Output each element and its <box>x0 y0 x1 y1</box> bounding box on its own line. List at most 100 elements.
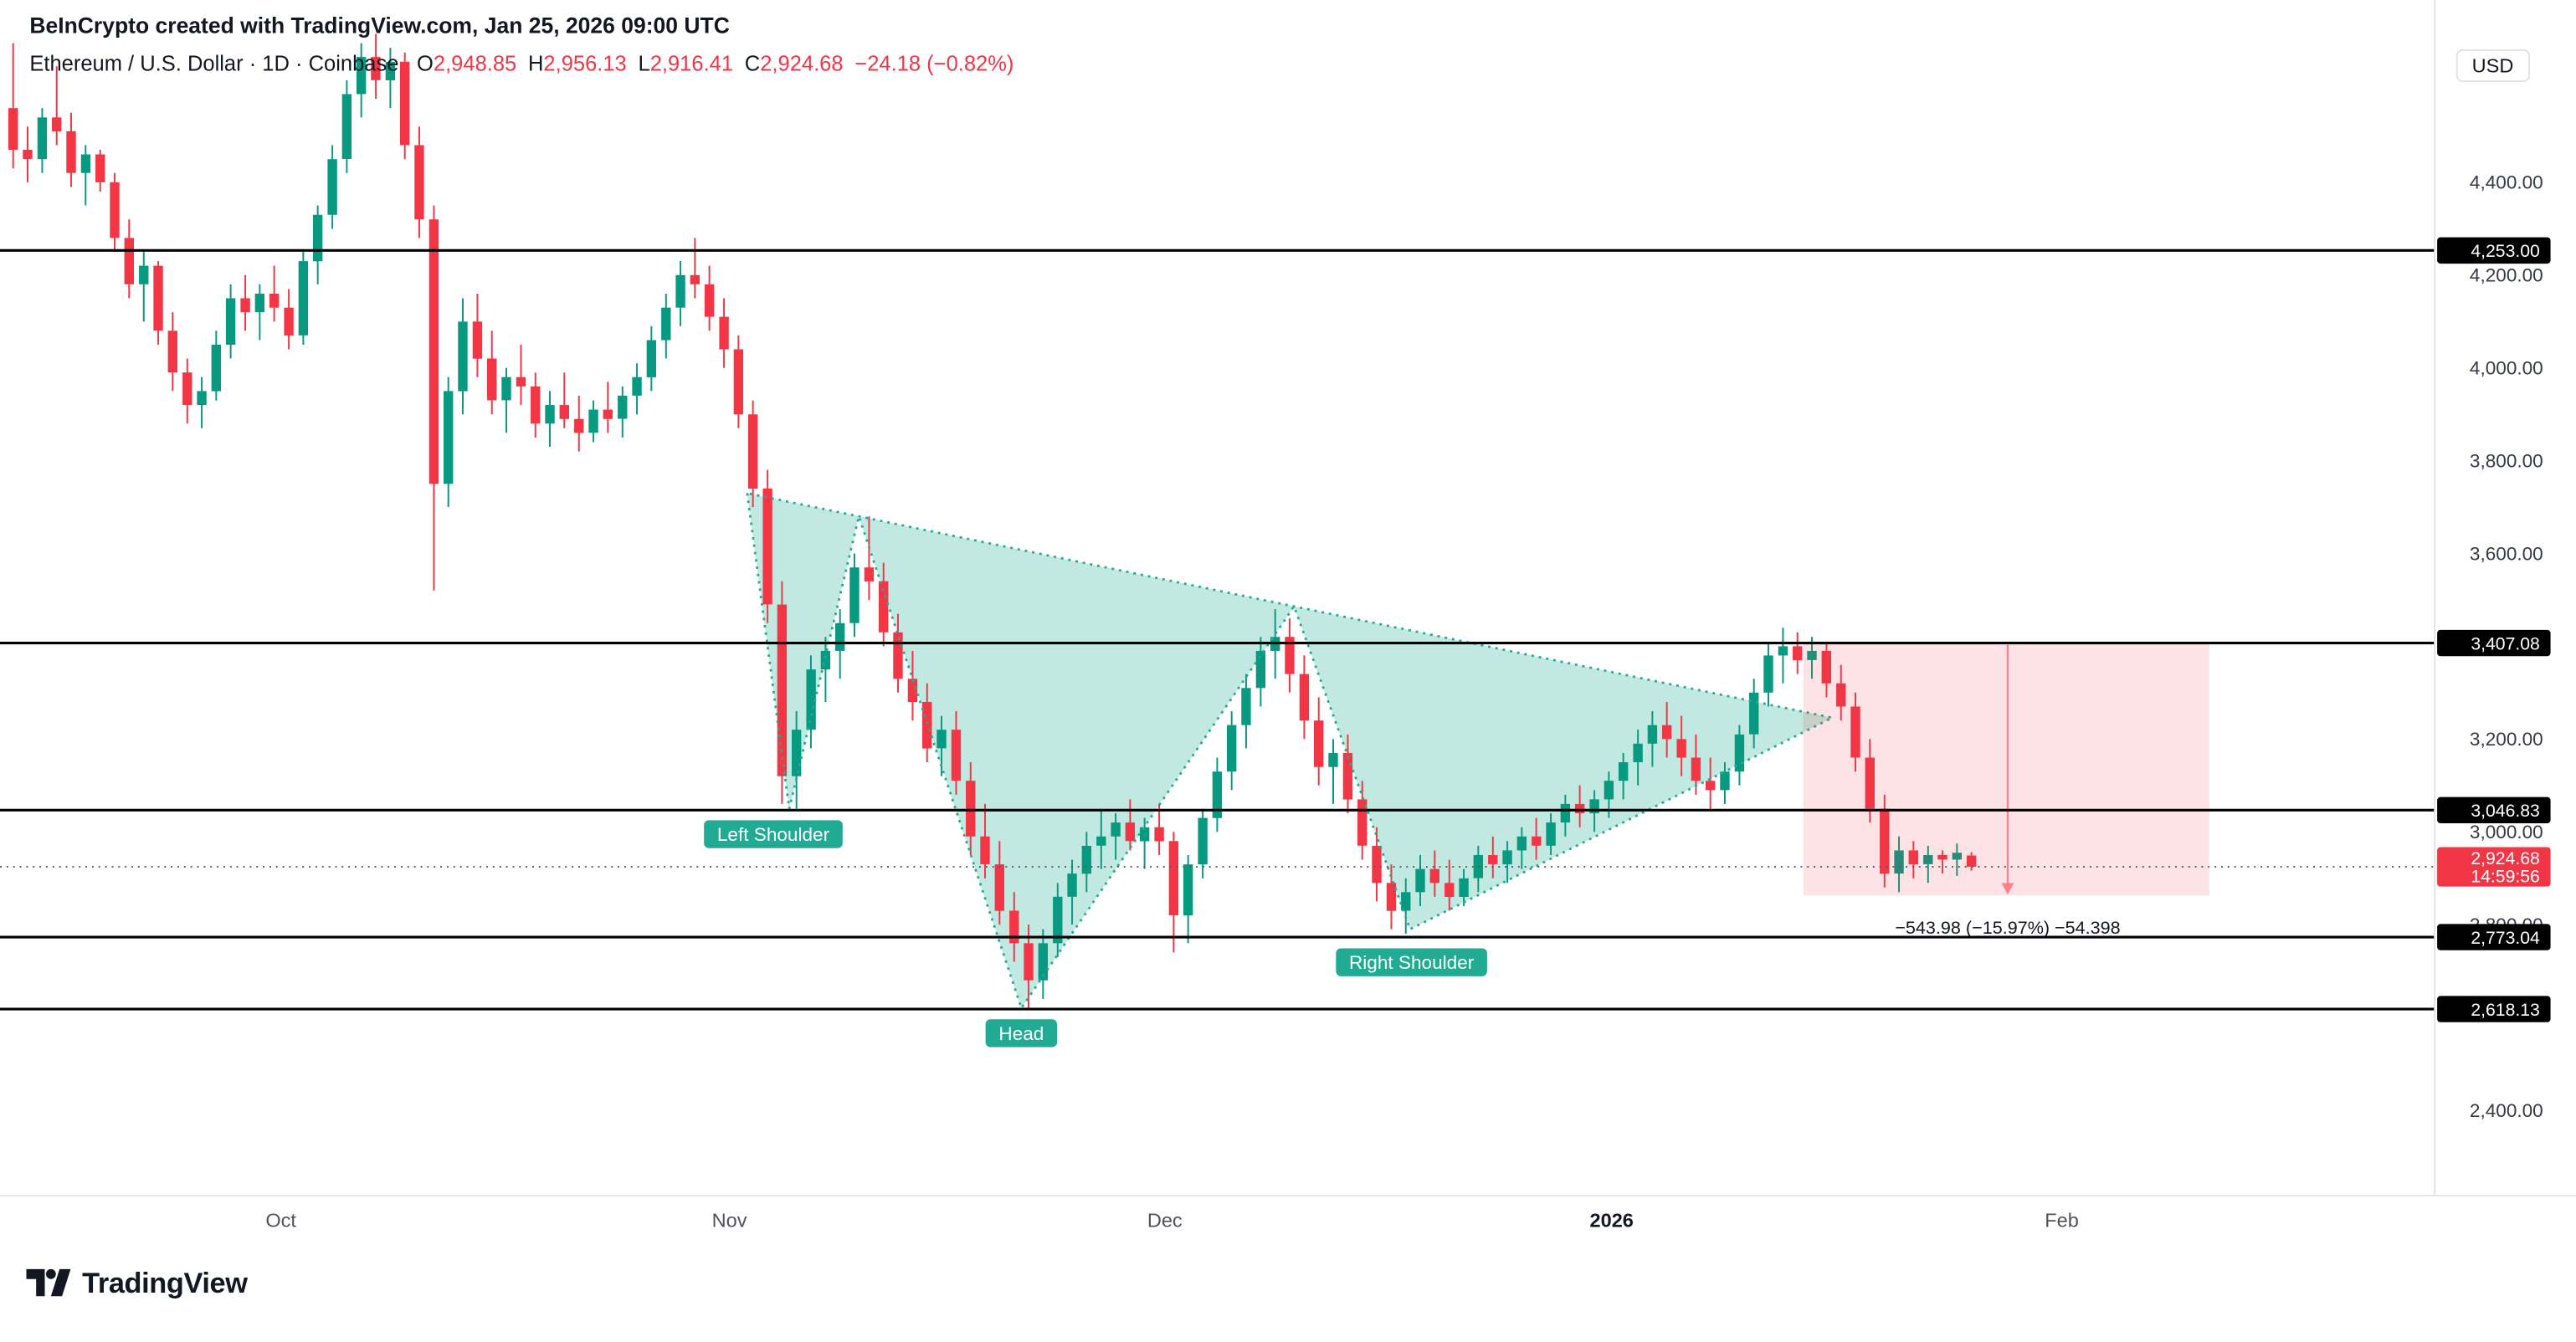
candle-body <box>879 581 889 633</box>
candle-body <box>1096 836 1106 846</box>
candle-body <box>95 154 105 182</box>
candle-body <box>1604 781 1614 800</box>
pattern-label-text: Head <box>998 1023 1044 1044</box>
credit-line: BeInCrypto created with TradingView.com,… <box>29 13 730 38</box>
level-price-label <box>2437 796 2551 824</box>
candle-body <box>1502 850 1512 865</box>
time-axis-label: 2026 <box>1590 1209 1634 1231</box>
pattern-label[interactable]: Head <box>985 1019 1058 1047</box>
candle-body <box>1676 739 1686 758</box>
candle-body <box>1894 850 1904 874</box>
candle-body <box>444 391 454 484</box>
level-price-label <box>2437 996 2551 1022</box>
pattern-label-bg <box>1336 948 1487 976</box>
currency-toggle[interactable]: USD <box>2455 49 2531 83</box>
candle-body <box>632 376 642 396</box>
candle-body <box>458 321 468 392</box>
candle-body <box>1401 892 1411 911</box>
candle-body <box>820 650 831 670</box>
candle-body <box>1255 650 1266 689</box>
candle-body <box>487 358 497 401</box>
candle-body <box>1850 706 1860 758</box>
candle-body <box>1908 850 1919 865</box>
pattern-label-text: Right Shoulder <box>1349 952 1475 973</box>
candle-body <box>1734 734 1745 772</box>
symbol-title[interactable]: Ethereum / U.S. Dollar · 1D · Coinbase <box>29 50 399 76</box>
candle-body <box>240 298 250 313</box>
candle-body <box>966 781 976 837</box>
pattern-label[interactable]: Right Shoulder <box>1336 948 1487 976</box>
open-value: 2,948.85 <box>433 50 517 76</box>
candle-body <box>559 405 569 419</box>
candle-body <box>1807 650 1817 660</box>
last-price-label <box>2437 847 2551 887</box>
candle-body <box>428 219 439 484</box>
level-price-text: 3,407.08 <box>2471 634 2539 653</box>
tradingview-logo-icon <box>26 1268 71 1297</box>
candle-body <box>1574 803 1585 814</box>
tradingview-link[interactable]: TradingView <box>26 1265 248 1301</box>
high-label: H <box>527 50 544 76</box>
candle-body <box>907 679 918 702</box>
candle-body <box>1183 864 1193 916</box>
candle-body <box>777 604 788 776</box>
candle-body <box>1560 803 1571 823</box>
candle-body <box>1198 817 1208 865</box>
price-axis[interactable]: 4,400.00 4,200.00 4,000.00 3,800.00 3,600.00… <box>2437 172 2551 1121</box>
time-axis-label: Dec <box>1147 1209 1183 1231</box>
candle-body <box>1067 873 1077 897</box>
candle-body <box>864 567 875 581</box>
candle-body <box>1880 808 1890 874</box>
candle-body <box>1445 883 1455 897</box>
candle-body <box>588 409 598 433</box>
candlestick-series <box>8 33 1977 1008</box>
candle-body <box>1952 853 1963 860</box>
time-axis[interactable]: Oct Nov Dec 2026 Feb <box>265 1209 2079 1231</box>
candle-body <box>385 61 396 80</box>
candle-body <box>1821 650 1831 684</box>
level-price-text: 3,046.83 <box>2471 802 2539 821</box>
candle-body <box>618 395 628 419</box>
candle-body <box>1516 836 1527 851</box>
candle-body <box>1386 883 1397 911</box>
head-and-shoulders-outline[interactable] <box>746 491 1836 1011</box>
candle-body <box>1314 720 1324 767</box>
candle-body <box>545 405 555 424</box>
candle-body <box>254 293 265 313</box>
pattern-label-text: Left Shoulder <box>717 824 830 845</box>
candle-body <box>1647 725 1658 744</box>
price-tick-label: 4,400.00 <box>2470 172 2543 193</box>
change-value: −24.18 (−0.82%) <box>854 50 1014 76</box>
candle-body <box>747 414 758 489</box>
candle-body <box>791 730 802 776</box>
price-tick-label: 3,000.00 <box>2470 822 2543 843</box>
candle-body <box>1139 827 1150 842</box>
candle-body <box>690 274 700 284</box>
candle-body <box>893 632 903 679</box>
candle-body <box>951 730 962 781</box>
plot-area[interactable] <box>0 0 2435 1196</box>
candle-body <box>1009 910 1019 944</box>
countdown: 14:59:56 <box>2471 868 2539 887</box>
price-tick-label: 4,000.00 <box>2470 358 2543 379</box>
candle-body <box>1532 836 1542 846</box>
candle-body <box>1865 757 1875 809</box>
candle-body <box>661 307 671 341</box>
candle-body <box>1720 771 1730 791</box>
candle-body <box>849 567 860 623</box>
candle-body <box>531 386 541 424</box>
candle-body <box>1923 854 1933 864</box>
candle-body <box>1937 854 1947 860</box>
candle-body <box>298 261 309 336</box>
pattern-label[interactable]: Left Shoulder <box>704 820 843 848</box>
last-price-value: 2,924.68 <box>2471 849 2539 868</box>
candle-body <box>1633 743 1643 763</box>
candle-body <box>1473 854 1484 878</box>
candle-body <box>1328 753 1338 767</box>
candle-body <box>312 214 323 262</box>
candle-body <box>1429 868 1439 884</box>
projection-zone[interactable] <box>1803 643 2209 896</box>
candle-body <box>197 391 207 406</box>
candle-body <box>80 154 91 173</box>
